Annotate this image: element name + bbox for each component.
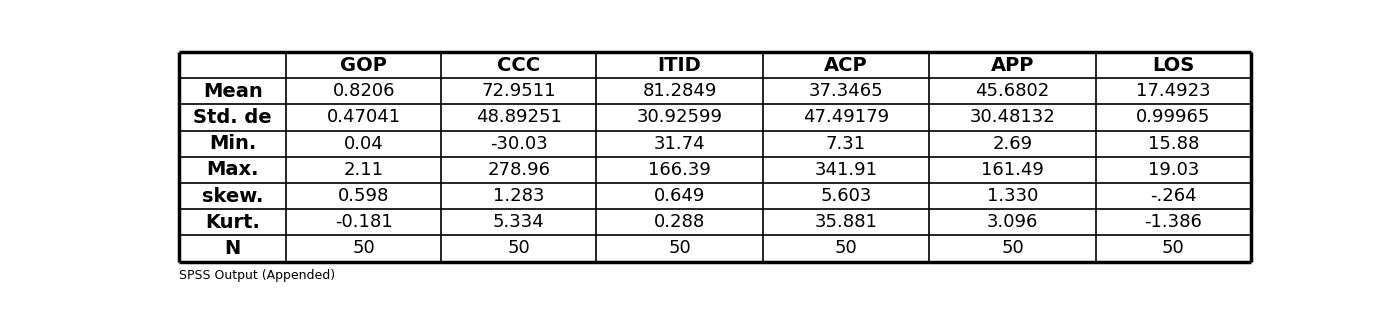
Text: 50: 50: [1002, 240, 1024, 257]
Text: 5.603: 5.603: [821, 187, 872, 205]
Text: 48.89251: 48.89251: [476, 109, 562, 126]
Text: 0.649: 0.649: [654, 187, 705, 205]
Text: 1.330: 1.330: [986, 187, 1038, 205]
Text: 81.2849: 81.2849: [643, 82, 716, 100]
Text: 30.48132: 30.48132: [970, 109, 1056, 126]
Text: 0.288: 0.288: [654, 213, 705, 231]
Text: Max.: Max.: [206, 160, 259, 179]
Text: GOP: GOP: [341, 55, 387, 75]
Text: 50: 50: [1161, 240, 1185, 257]
Text: 2.69: 2.69: [992, 135, 1032, 153]
Text: CCC: CCC: [497, 55, 540, 75]
Text: 50: 50: [508, 240, 530, 257]
Text: 50: 50: [352, 240, 376, 257]
Text: 7.31: 7.31: [826, 135, 867, 153]
Text: 47.49179: 47.49179: [803, 109, 889, 126]
Text: 30.92599: 30.92599: [637, 109, 723, 126]
Text: -.264: -.264: [1150, 187, 1196, 205]
Text: 45.6802: 45.6802: [975, 82, 1050, 100]
Text: 17.4923: 17.4923: [1136, 82, 1210, 100]
Text: -0.181: -0.181: [335, 213, 392, 231]
Text: 50: 50: [835, 240, 857, 257]
Text: 0.8206: 0.8206: [332, 82, 395, 100]
Text: 0.99965: 0.99965: [1136, 109, 1210, 126]
Text: 166.39: 166.39: [648, 161, 711, 179]
Text: LOS: LOS: [1152, 55, 1195, 75]
Text: 2.11: 2.11: [344, 161, 384, 179]
Text: 341.91: 341.91: [815, 161, 878, 179]
Text: 1.283: 1.283: [492, 187, 545, 205]
Text: 0.598: 0.598: [338, 187, 389, 205]
Text: ITID: ITID: [658, 55, 701, 75]
Text: 37.3465: 37.3465: [808, 82, 883, 100]
Text: Kurt.: Kurt.: [206, 213, 260, 232]
Text: N: N: [224, 239, 241, 258]
Text: 50: 50: [668, 240, 691, 257]
Text: 0.47041: 0.47041: [327, 109, 401, 126]
Text: 31.74: 31.74: [654, 135, 705, 153]
Text: 0.04: 0.04: [344, 135, 384, 153]
Text: 72.9511: 72.9511: [481, 82, 556, 100]
Text: 3.096: 3.096: [986, 213, 1038, 231]
Text: 5.334: 5.334: [492, 213, 545, 231]
Text: SPSS Output (Appended): SPSS Output (Appended): [179, 269, 335, 282]
Text: Mean: Mean: [203, 82, 263, 101]
Text: -1.386: -1.386: [1145, 213, 1202, 231]
Text: Std. de: Std. de: [193, 108, 273, 127]
Text: -30.03: -30.03: [490, 135, 548, 153]
Text: Min.: Min.: [209, 134, 256, 153]
Text: 35.881: 35.881: [815, 213, 878, 231]
Text: 278.96: 278.96: [487, 161, 551, 179]
Text: 15.88: 15.88: [1148, 135, 1199, 153]
Text: skew.: skew.: [202, 186, 263, 206]
Text: 19.03: 19.03: [1148, 161, 1199, 179]
Text: 161.49: 161.49: [981, 161, 1043, 179]
Text: ACP: ACP: [825, 55, 868, 75]
Text: APP: APP: [990, 55, 1034, 75]
